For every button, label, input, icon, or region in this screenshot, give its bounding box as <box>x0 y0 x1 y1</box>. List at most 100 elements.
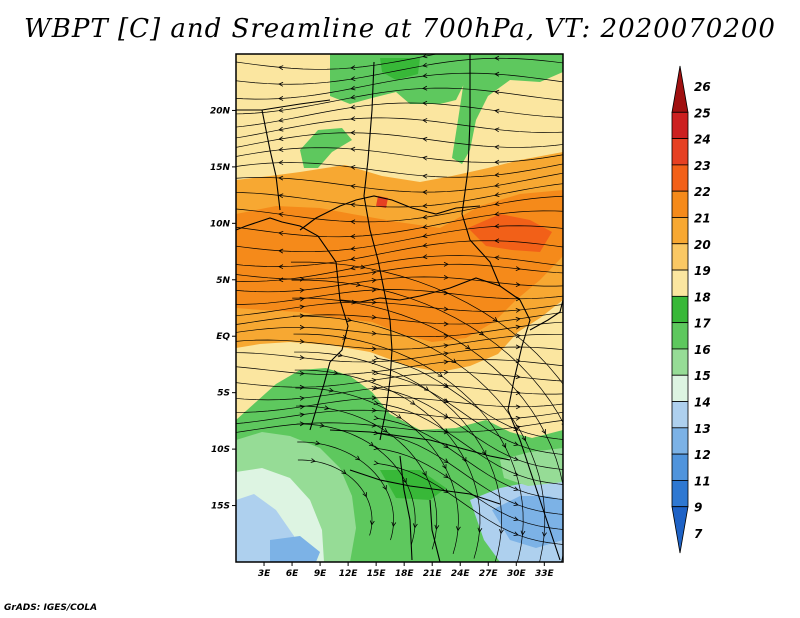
streamline <box>236 210 563 239</box>
lat-tick-label: 20N <box>210 106 231 116</box>
streamline <box>373 460 563 545</box>
streamline <box>292 315 547 562</box>
colorbar-swatch <box>671 480 689 508</box>
streamline <box>236 312 563 327</box>
lon-tick-label: 9E <box>314 569 327 579</box>
streamline <box>236 100 563 128</box>
colorbar-swatch <box>671 295 689 324</box>
border-line <box>379 289 393 441</box>
streamline <box>290 261 563 385</box>
streamline <box>296 405 440 550</box>
border-line <box>461 54 501 287</box>
lat-tick-label: 10S <box>211 445 230 455</box>
border-line <box>399 455 413 561</box>
border-line <box>299 195 481 231</box>
streamline <box>236 261 563 282</box>
streamline <box>236 223 563 254</box>
lon-tick-label: 12E <box>339 569 359 579</box>
colorbar-label: 17 <box>694 317 711 331</box>
streamline <box>236 85 563 115</box>
streamline <box>236 172 563 195</box>
lat-tick-label: 10N <box>210 219 231 229</box>
lon-tick-label: 24E <box>451 569 471 579</box>
border-line <box>329 429 511 461</box>
country-borders <box>236 54 563 562</box>
streamline <box>236 146 563 165</box>
colorbar-label: 24 <box>694 133 711 147</box>
lon-tick-label: 21E <box>423 569 443 579</box>
streamline <box>236 287 563 305</box>
colorbar-bottom-arrow <box>671 506 689 554</box>
colorbar-swatch <box>671 243 689 271</box>
colorbar-label: 25 <box>694 106 711 120</box>
colorbar-label: 15 <box>694 369 711 383</box>
streamline <box>373 370 563 455</box>
lon-tick-label: 6E <box>286 569 299 579</box>
border-line <box>236 217 349 431</box>
colorbar-swatch <box>671 138 689 166</box>
colorbar-label: 16 <box>694 343 711 357</box>
streamline <box>236 195 563 225</box>
colorbar-label: 22 <box>694 185 711 199</box>
streamlines <box>236 54 563 562</box>
lat-tick-label: 15N <box>210 163 231 173</box>
colorbar-top-arrow <box>671 65 689 113</box>
colorbar-label: 19 <box>694 264 711 278</box>
colorbar-label: 14 <box>694 396 711 410</box>
colorbar-swatch <box>671 453 689 481</box>
colorbar-label: 7 <box>694 527 703 541</box>
colorbar-label: 13 <box>694 422 711 436</box>
colorbar-label: 20 <box>694 238 711 252</box>
grads-credit: GrADS: IGES/COLA <box>4 603 98 613</box>
lat-tick-label: 15S <box>211 502 230 512</box>
border-line <box>529 299 563 331</box>
plot-frame <box>235 53 564 563</box>
streamline <box>236 299 563 317</box>
colorbar-label: 21 <box>694 211 711 225</box>
streamline <box>236 275 563 293</box>
streamline <box>236 333 563 352</box>
colorbar: 26 25 24 23 22 21 20 19 18 17 16 15 14 13 12 11 9 7 <box>671 65 711 554</box>
streamline <box>297 458 375 536</box>
lon-tick-label: 3E <box>258 569 271 579</box>
longitude-axis: 3E 6E 9E 12E 15E 18E 21E 24E 27E 30E 33E <box>258 562 555 579</box>
lon-tick-label: 33E <box>535 569 555 579</box>
streamline <box>236 344 563 365</box>
colorbar-label: 23 <box>694 159 711 173</box>
colorbar-swatch <box>671 427 689 455</box>
streamline <box>236 116 563 139</box>
colorbar-label: 26 <box>694 80 711 94</box>
lon-tick-label: 30E <box>507 569 527 579</box>
streamline <box>236 71 563 101</box>
lat-tick-label: EQ <box>216 332 230 342</box>
border-line <box>363 61 385 291</box>
streamline <box>373 355 563 440</box>
streamline <box>293 333 526 562</box>
lat-tick-label: 5N <box>216 276 230 286</box>
colorbar-swatch <box>671 111 689 139</box>
border-line <box>261 109 281 211</box>
colorbar-label: 18 <box>694 290 711 304</box>
colorbar-label: 11 <box>694 474 711 488</box>
colorbar-label: 12 <box>694 448 711 462</box>
streamline <box>236 321 563 339</box>
colorbar-swatch <box>671 348 689 376</box>
border-line <box>429 499 441 562</box>
streamline <box>236 160 563 179</box>
streamline <box>373 385 563 470</box>
colorbar-label: 9 <box>694 501 702 515</box>
colorbar-swatch <box>671 164 689 192</box>
colorbar-swatch <box>671 269 689 297</box>
streamline <box>236 369 563 390</box>
lon-tick-label: 15E <box>367 569 387 579</box>
colorbar-swatch <box>671 322 689 350</box>
latitude-axis: 20N 15N 10N 5N EQ 5S 10S 15S <box>210 106 236 512</box>
border-line <box>339 277 521 303</box>
wbpt-shading <box>236 54 563 562</box>
border-line <box>349 469 501 505</box>
map-title: WBPT [C] and Sreamline at 700hPa, VT: 20… <box>24 14 776 44</box>
streamline <box>236 238 563 270</box>
colorbar-swatch <box>671 217 689 245</box>
border-line <box>236 99 331 111</box>
